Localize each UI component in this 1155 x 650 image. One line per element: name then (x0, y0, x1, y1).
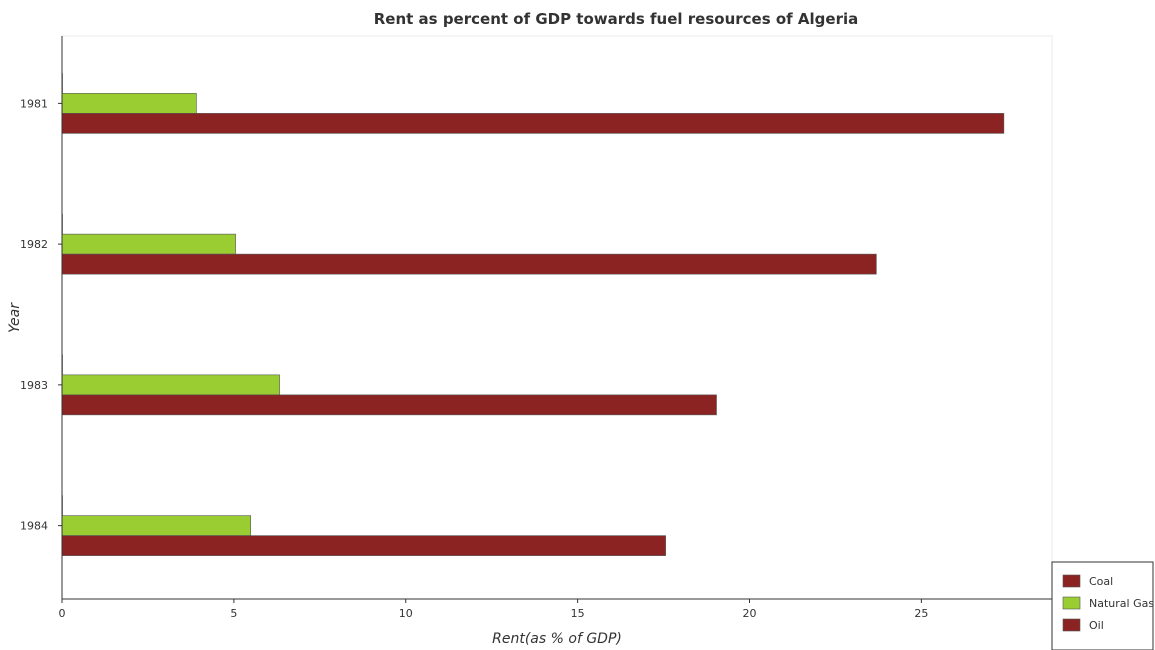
y-tick-label: 1981 (20, 97, 48, 110)
legend-label: Natural Gas (1089, 597, 1154, 610)
x-tick-label: 5 (230, 607, 237, 620)
y-tick-label: 1983 (20, 379, 48, 392)
bar-natural-gas-1984 (61, 515, 252, 536)
legend: Coal Natural Gas Oil (1051, 561, 1154, 650)
bar-natural-gas-1983 (61, 374, 280, 396)
bar-oil-1983 (61, 394, 717, 416)
x-axis-label: Rent(as % of GDP) (492, 631, 622, 647)
bar-natural-gas-1981 (61, 93, 197, 114)
legend-label: Coal (1089, 575, 1113, 588)
x-tick-label: 15 (571, 607, 585, 620)
bars-layer (61, 73, 1005, 556)
x-tick-label: 10 (399, 607, 413, 620)
y-axis-label: Year (7, 302, 23, 333)
x-tick-label: 0 (59, 607, 66, 620)
legend-label: Oil (1089, 619, 1104, 632)
legend-swatch-natural-gas (1062, 596, 1081, 610)
bar-natural-gas-1982 (61, 233, 236, 255)
x-ticks: 0 5 10 15 20 25 (59, 599, 928, 620)
bar-oil-1981 (61, 113, 1005, 134)
y-ticks: 1981 1982 1983 1984 (20, 97, 62, 533)
y-tick-label: 1984 (20, 520, 48, 533)
chart-title: Rent as percent of GDP towards fuel reso… (374, 10, 859, 28)
x-tick-label: 25 (914, 607, 928, 620)
legend-swatch-oil (1062, 618, 1081, 632)
bar-oil-1982 (61, 253, 877, 275)
x-tick-label: 20 (743, 607, 757, 620)
legend-swatch-coal (1062, 574, 1081, 588)
y-tick-label: 1982 (20, 238, 48, 251)
bar-oil-1984 (61, 535, 666, 556)
